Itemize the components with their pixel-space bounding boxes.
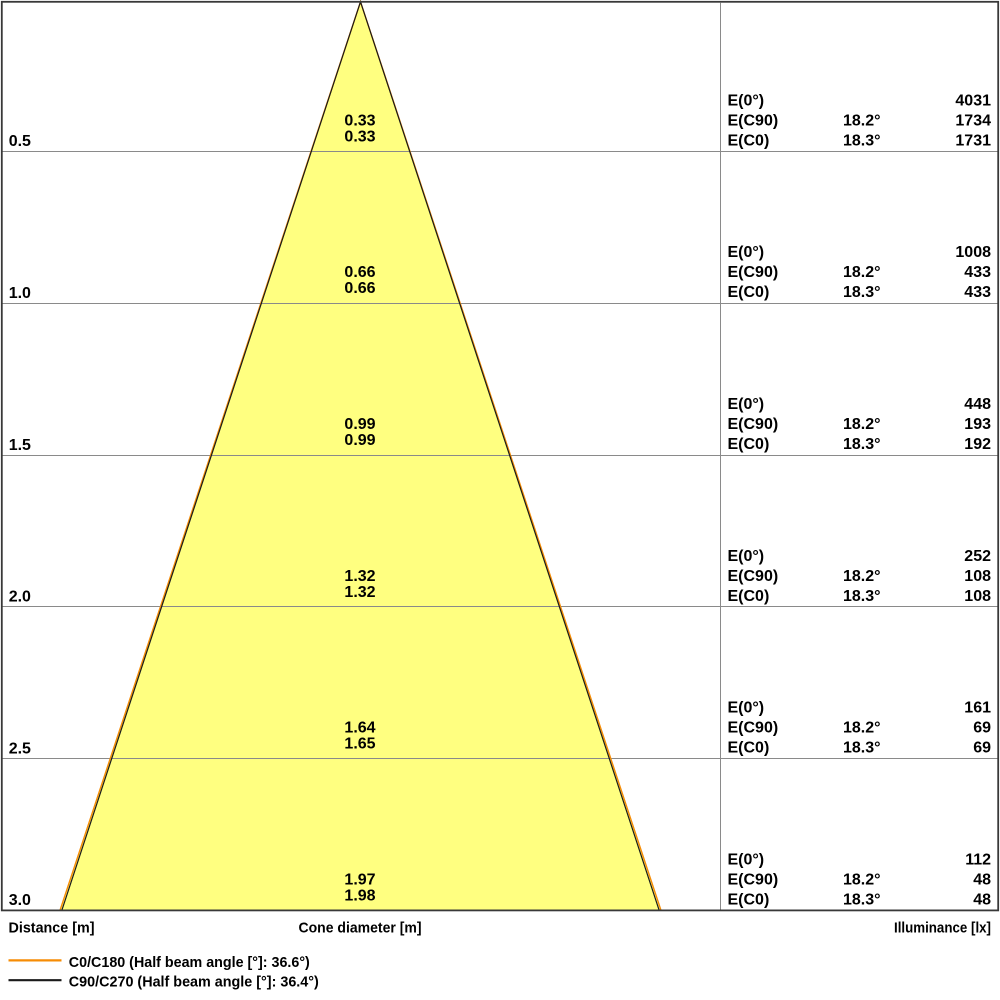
svg-text:1.32: 1.32 [344,584,375,601]
svg-text:0.99: 0.99 [344,432,375,449]
svg-text:E(C90): E(C90) [728,720,779,737]
svg-text:0.5: 0.5 [9,133,31,150]
svg-text:E(C90): E(C90) [728,112,779,129]
svg-text:18.3°: 18.3° [843,740,881,757]
svg-text:252: 252 [964,548,991,565]
svg-text:48: 48 [973,871,991,888]
svg-text:E(0°): E(0°) [728,396,765,413]
svg-text:E(C90): E(C90) [728,416,779,433]
svg-text:0.33: 0.33 [344,128,375,145]
svg-text:433: 433 [964,264,991,281]
svg-text:18.2°: 18.2° [843,871,881,888]
svg-text:18.2°: 18.2° [843,112,881,129]
svg-text:108: 108 [964,568,991,585]
svg-text:0.99: 0.99 [344,416,375,433]
svg-text:2.5: 2.5 [9,740,31,757]
svg-text:1.64: 1.64 [344,720,375,737]
svg-text:4031: 4031 [955,92,991,109]
svg-text:E(C90): E(C90) [728,871,779,888]
svg-text:48: 48 [973,891,991,908]
svg-text:C0/C180 (Half beam angle [°]:: C0/C180 (Half beam angle [°]: 36.6°) [69,954,310,971]
svg-text:C90/C270 (Half beam angle [°]:: C90/C270 (Half beam angle [°]: 36.4°) [69,974,319,991]
svg-text:E(C90): E(C90) [728,264,779,281]
svg-text:18.2°: 18.2° [843,416,881,433]
svg-text:18.3°: 18.3° [843,284,881,301]
svg-text:18.3°: 18.3° [843,436,881,453]
svg-text:E(0°): E(0°) [728,548,765,565]
svg-text:Distance [m]: Distance [m] [9,920,95,937]
svg-text:18.3°: 18.3° [843,588,881,605]
svg-text:3.0: 3.0 [9,892,31,909]
svg-text:E(C0): E(C0) [728,284,770,301]
svg-text:108: 108 [964,588,991,605]
svg-text:1.5: 1.5 [9,437,31,454]
svg-text:E(0°): E(0°) [728,244,765,261]
svg-text:Illuminance [lx]: Illuminance [lx] [894,920,991,937]
svg-text:E(0°): E(0°) [728,700,765,717]
svg-text:1731: 1731 [955,132,991,149]
svg-text:E(C0): E(C0) [728,588,770,605]
svg-text:E(C0): E(C0) [728,891,770,908]
svg-text:2.0: 2.0 [9,589,31,606]
svg-text:1.32: 1.32 [344,568,375,585]
svg-text:0.33: 0.33 [344,112,375,129]
svg-text:1.98: 1.98 [344,887,375,904]
svg-text:E(C90): E(C90) [728,568,779,585]
svg-text:69: 69 [973,720,991,737]
svg-text:Cone diameter [m]: Cone diameter [m] [299,920,422,937]
svg-text:69: 69 [973,740,991,757]
svg-text:1.97: 1.97 [344,871,375,888]
svg-text:433: 433 [964,284,991,301]
svg-text:192: 192 [964,436,991,453]
svg-text:18.2°: 18.2° [843,720,881,737]
svg-text:18.2°: 18.2° [843,568,881,585]
svg-text:193: 193 [964,416,991,433]
svg-text:1008: 1008 [955,244,991,261]
svg-text:1734: 1734 [955,112,991,129]
svg-text:18.3°: 18.3° [843,132,881,149]
svg-text:E(0°): E(0°) [728,851,765,868]
svg-text:1.65: 1.65 [344,736,375,753]
svg-text:0.66: 0.66 [344,280,375,297]
svg-text:161: 161 [964,700,991,717]
svg-text:0.66: 0.66 [344,264,375,281]
svg-text:18.2°: 18.2° [843,264,881,281]
svg-text:18.3°: 18.3° [843,891,881,908]
svg-text:E(0°): E(0°) [728,92,765,109]
svg-text:448: 448 [964,396,991,413]
svg-text:E(C0): E(C0) [728,436,770,453]
svg-text:112: 112 [965,851,991,868]
svg-text:E(C0): E(C0) [728,132,770,149]
svg-text:1.0: 1.0 [9,285,31,302]
svg-text:E(C0): E(C0) [728,740,770,757]
